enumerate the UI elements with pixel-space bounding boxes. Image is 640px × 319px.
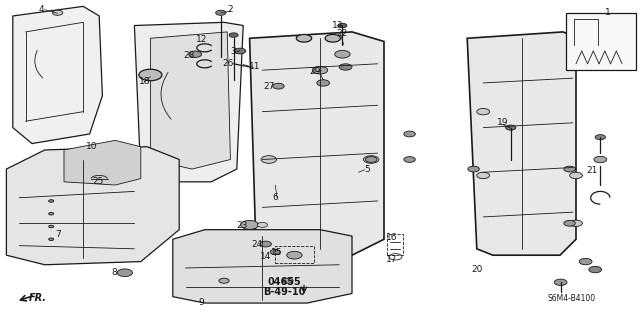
Polygon shape — [467, 32, 576, 255]
Ellipse shape — [477, 172, 490, 179]
Polygon shape — [150, 32, 230, 169]
Ellipse shape — [260, 241, 271, 247]
Ellipse shape — [594, 156, 607, 163]
Text: 22: 22 — [336, 29, 348, 38]
Ellipse shape — [570, 172, 582, 179]
Text: 10: 10 — [86, 142, 97, 151]
Ellipse shape — [241, 220, 259, 229]
Polygon shape — [64, 140, 141, 185]
Ellipse shape — [338, 23, 347, 28]
Ellipse shape — [257, 222, 268, 227]
Ellipse shape — [468, 166, 479, 172]
Text: 11: 11 — [249, 63, 260, 71]
Text: 21: 21 — [586, 166, 598, 175]
Ellipse shape — [325, 34, 340, 42]
Text: 19: 19 — [497, 118, 508, 127]
Ellipse shape — [49, 225, 54, 228]
Ellipse shape — [564, 220, 575, 226]
Text: 16: 16 — [386, 233, 397, 242]
Ellipse shape — [49, 200, 54, 202]
Text: 4: 4 — [39, 5, 44, 14]
Ellipse shape — [229, 33, 238, 37]
Ellipse shape — [287, 251, 302, 259]
Text: 8: 8 — [111, 268, 116, 277]
Text: 20: 20 — [471, 265, 483, 274]
Text: 2: 2 — [228, 5, 233, 14]
Text: 23: 23 — [236, 221, 248, 230]
Text: 9: 9 — [199, 298, 204, 307]
Text: 3: 3 — [231, 47, 236, 56]
Ellipse shape — [283, 278, 293, 283]
Ellipse shape — [49, 238, 54, 241]
Text: S6M4-B4100: S6M4-B4100 — [547, 294, 595, 303]
Polygon shape — [134, 22, 243, 182]
Ellipse shape — [365, 157, 377, 162]
Text: 15: 15 — [271, 248, 282, 256]
Text: 27: 27 — [263, 82, 275, 91]
Text: 13: 13 — [332, 21, 344, 30]
Text: 26: 26 — [223, 59, 234, 68]
Text: 04655: 04655 — [268, 277, 301, 287]
Text: 5: 5 — [364, 165, 369, 174]
Text: 1: 1 — [605, 8, 611, 17]
Ellipse shape — [317, 80, 330, 86]
Text: 28: 28 — [184, 51, 195, 60]
Ellipse shape — [335, 50, 350, 58]
Ellipse shape — [477, 108, 490, 115]
Ellipse shape — [554, 279, 567, 286]
Ellipse shape — [312, 66, 328, 74]
Ellipse shape — [579, 258, 592, 265]
Ellipse shape — [570, 220, 582, 226]
Text: 7: 7 — [55, 230, 60, 239]
Ellipse shape — [189, 51, 202, 57]
Text: 12: 12 — [196, 35, 207, 44]
Text: 18: 18 — [139, 77, 150, 86]
Ellipse shape — [404, 131, 415, 137]
Text: 14: 14 — [260, 252, 271, 261]
Ellipse shape — [595, 135, 605, 140]
Ellipse shape — [234, 48, 246, 54]
Polygon shape — [13, 6, 102, 144]
Text: 24: 24 — [252, 240, 263, 249]
Ellipse shape — [261, 156, 276, 163]
Polygon shape — [250, 32, 384, 255]
Ellipse shape — [216, 10, 226, 15]
Ellipse shape — [364, 156, 379, 163]
Polygon shape — [173, 230, 352, 303]
Ellipse shape — [564, 166, 575, 172]
Text: 6: 6 — [273, 193, 278, 202]
Text: B-49-10: B-49-10 — [264, 287, 306, 297]
Text: 29: 29 — [310, 67, 321, 76]
Ellipse shape — [339, 64, 352, 70]
Ellipse shape — [219, 278, 229, 283]
Ellipse shape — [270, 249, 280, 255]
Text: FR.: FR. — [29, 293, 47, 303]
Ellipse shape — [589, 266, 602, 273]
Text: 17: 17 — [386, 256, 397, 264]
Ellipse shape — [49, 212, 54, 215]
FancyBboxPatch shape — [566, 13, 636, 70]
Ellipse shape — [52, 10, 63, 15]
Ellipse shape — [139, 69, 162, 81]
Ellipse shape — [273, 83, 284, 89]
Polygon shape — [6, 147, 179, 265]
Ellipse shape — [117, 269, 132, 277]
Ellipse shape — [506, 125, 516, 130]
Ellipse shape — [296, 34, 312, 42]
Ellipse shape — [404, 157, 415, 162]
Text: 25: 25 — [92, 177, 104, 186]
